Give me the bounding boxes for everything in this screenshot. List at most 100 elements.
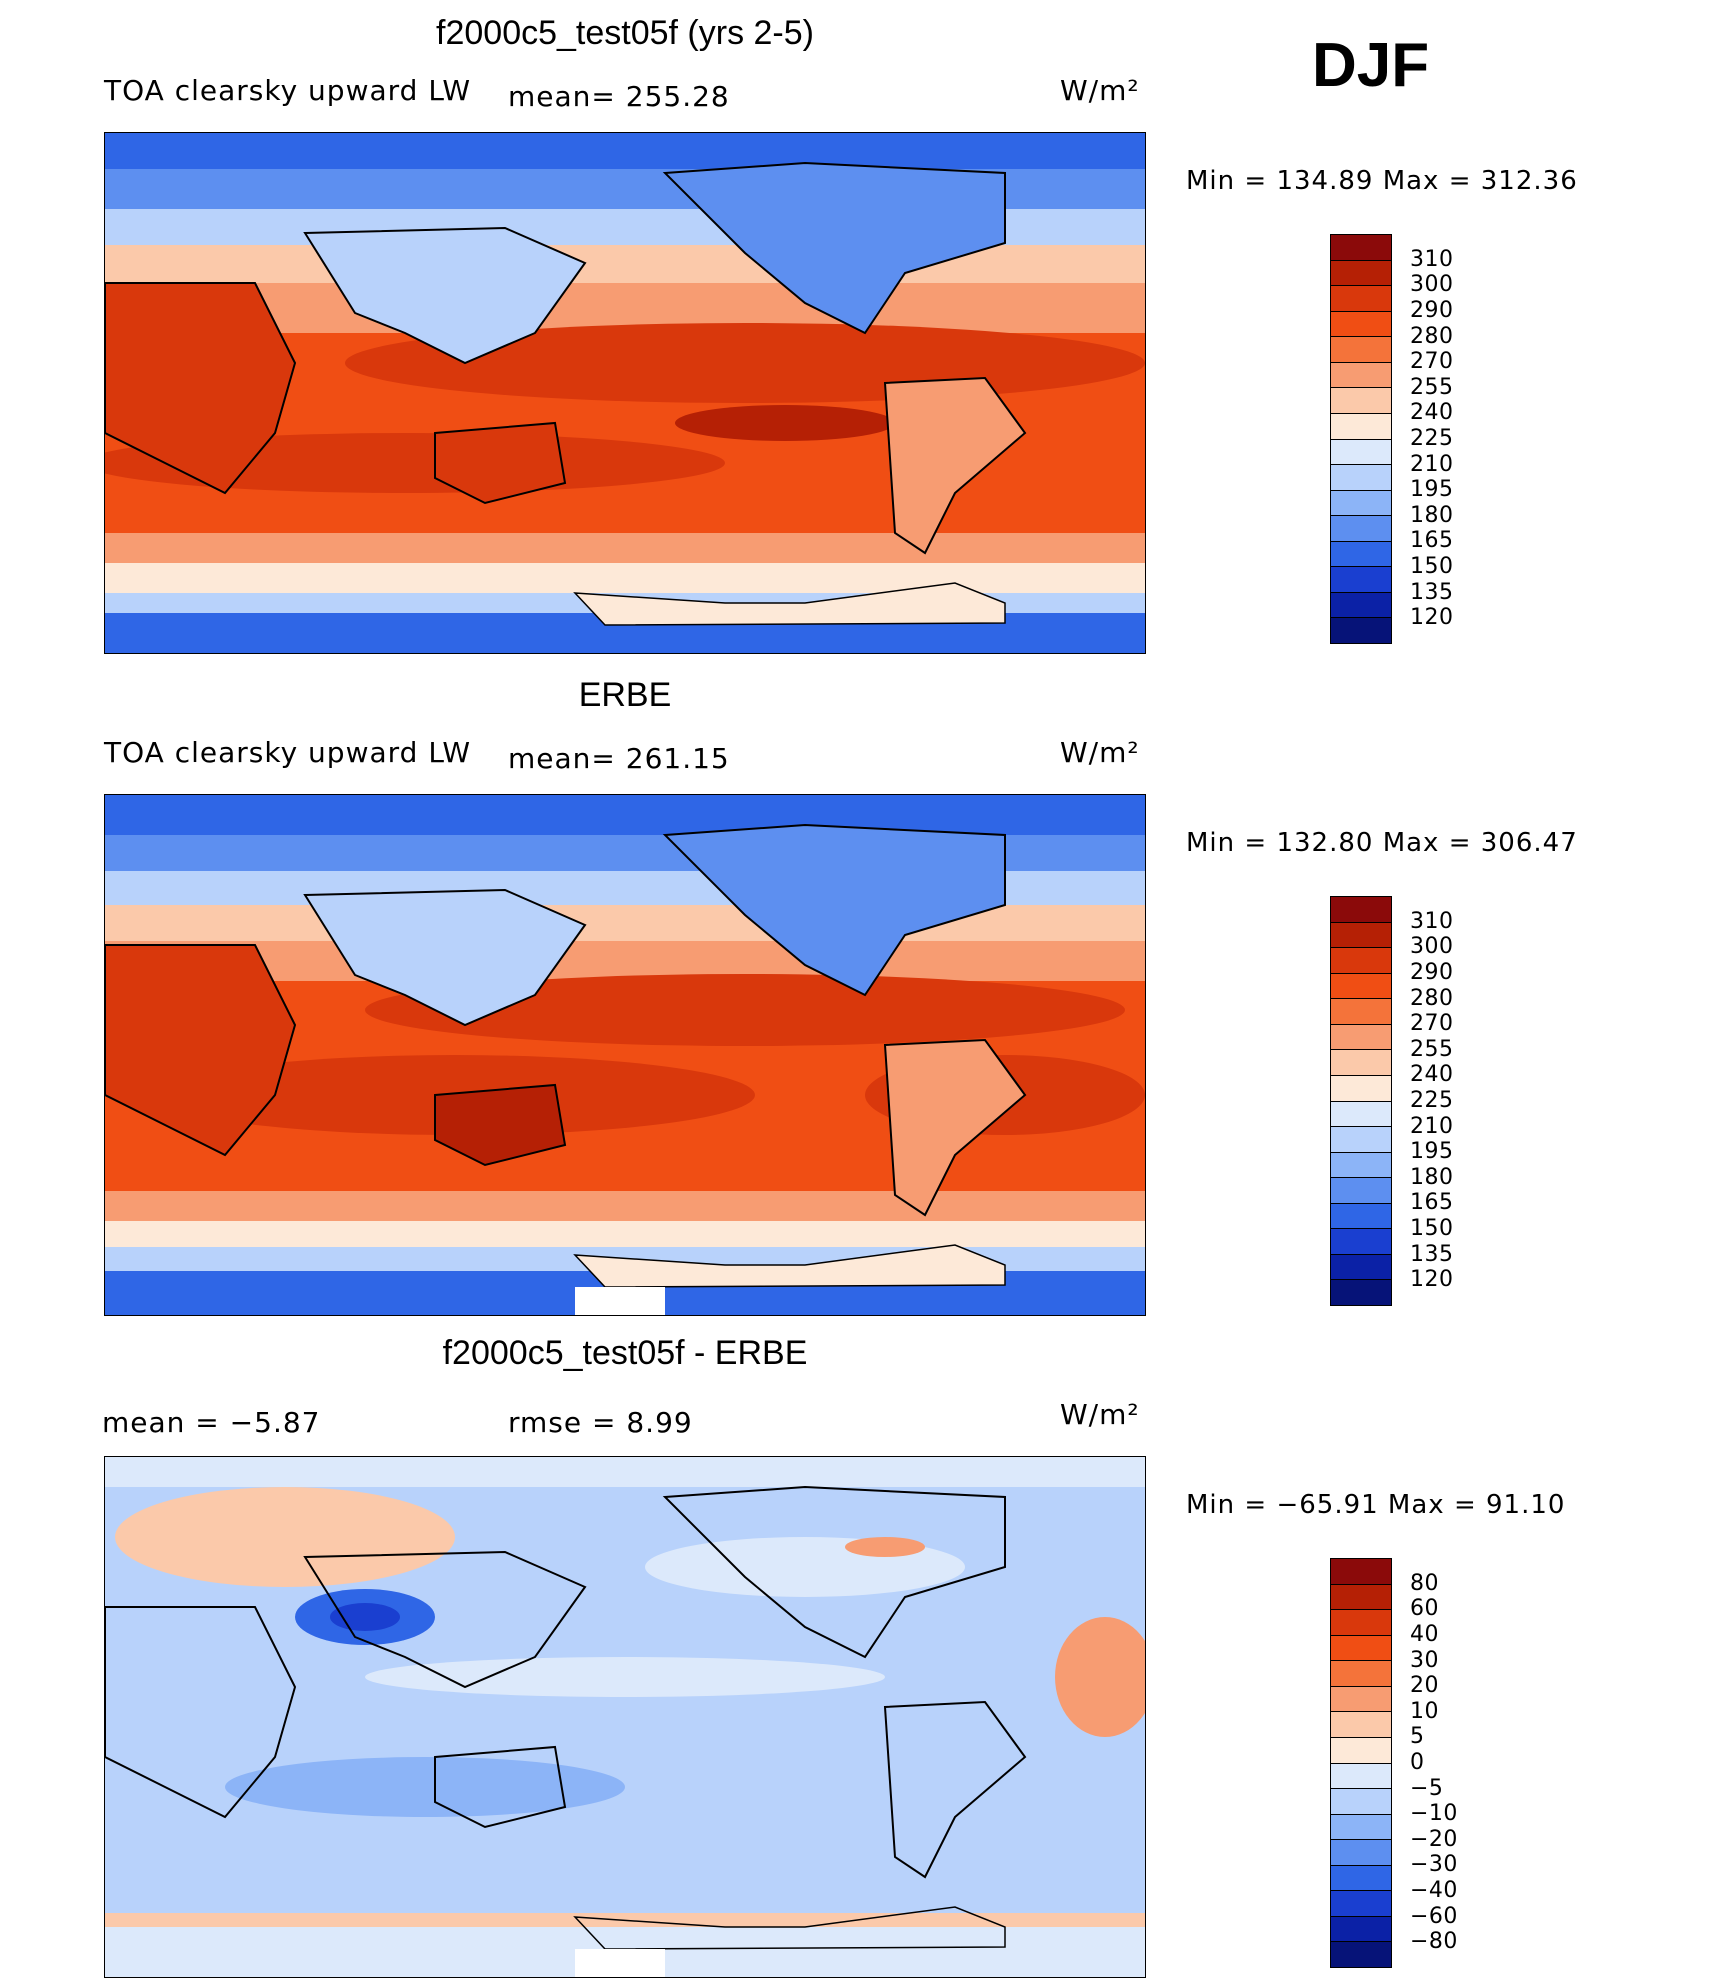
colorbar-tick: −40: [1410, 1878, 1458, 1903]
colorbar-swatch: [1331, 1101, 1391, 1128]
colorbar-tick: −60: [1410, 1904, 1458, 1929]
colorbar-swatch: [1331, 948, 1391, 974]
colorbar-tick: −80: [1410, 1929, 1458, 1954]
colorbar-tick: 270: [1410, 349, 1454, 374]
colorbar-swatch: [1331, 1737, 1391, 1764]
colorbar-tick: 135: [1410, 580, 1454, 605]
colorbar-tick: 210: [1410, 1114, 1454, 1139]
colorbar-tick: 135: [1410, 1242, 1454, 1267]
panel-title-model: f2000c5_test05f (yrs 2-5): [436, 14, 814, 52]
colorbar-swatch: [1331, 362, 1391, 389]
colorbar-diff: [1330, 1558, 1392, 1968]
panel-variable-obs: TOA clearsky upward LW: [104, 736, 472, 769]
colorbar-tick: 120: [1410, 605, 1454, 630]
panel-minmax-diff: Min = −65.91 Max = 91.10: [1186, 1490, 1566, 1520]
colorbar-swatch: [1331, 567, 1391, 593]
colorbar-tick: 0: [1410, 1750, 1425, 1775]
colorbar-swatch: [1331, 1891, 1391, 1917]
season-label: DJF: [1312, 31, 1430, 100]
colorbar-swatch: [1331, 1763, 1391, 1790]
panel-mean-diff: mean = −5.87: [102, 1406, 321, 1439]
colorbar-tick: 300: [1410, 934, 1454, 959]
colorbar-tick: 310: [1410, 247, 1454, 272]
colorbar-labels-obs: 310 300 290 280 270 255 240 225 210 195 …: [1410, 896, 1490, 1306]
colorbar-swatch: [1331, 1024, 1391, 1051]
colorbar-tick: 210: [1410, 452, 1454, 477]
panel-mean-obs: mean= 261.15: [508, 742, 730, 775]
colorbar-tick: 150: [1410, 554, 1454, 579]
colorbar-tick: 240: [1410, 400, 1454, 425]
colorbar-swatch: [1331, 286, 1391, 312]
colorbar-swatch: [1331, 1610, 1391, 1636]
colorbar-tick: 290: [1410, 960, 1454, 985]
colorbar-tick: 300: [1410, 272, 1454, 297]
colorbar-tick: 165: [1410, 528, 1454, 553]
colorbar-tick: 180: [1410, 503, 1454, 528]
colorbar-tick: 30: [1410, 1648, 1439, 1673]
panel-minmax-model: Min = 134.89 Max = 312.36: [1186, 166, 1578, 196]
panel-minmax-obs: Min = 132.80 Max = 306.47: [1186, 828, 1578, 858]
colorbar-tick: 5: [1410, 1724, 1425, 1749]
colorbar-tick: −20: [1410, 1827, 1458, 1852]
panel-units-obs: W/m²: [1060, 736, 1140, 769]
colorbar-tick: −30: [1410, 1852, 1458, 1877]
colorbar-tick: 40: [1410, 1622, 1439, 1647]
colorbar-labels-diff: 80 60 40 30 20 10 5 0 −5 −10 −20 −30 −40…: [1410, 1558, 1490, 1968]
colorbar-swatch: [1331, 1050, 1391, 1076]
colorbar-swatch: [1331, 618, 1391, 643]
colorbar-tick: −10: [1410, 1801, 1458, 1826]
panel-variable-model: TOA clearsky upward LW: [104, 74, 472, 107]
colorbar-swatch: [1331, 1584, 1391, 1611]
colorbar-tick: 60: [1410, 1596, 1439, 1621]
colorbar-tick: 180: [1410, 1165, 1454, 1190]
panel-rmse-diff: rmse = 8.99: [508, 1406, 693, 1439]
colorbar-tick: 80: [1410, 1571, 1439, 1596]
colorbar-tick: 150: [1410, 1216, 1454, 1241]
colorbar-swatch: [1331, 490, 1391, 517]
colorbar-swatch: [1331, 413, 1391, 440]
panel-units-diff: W/m²: [1060, 1398, 1140, 1431]
colorbar-tick: 20: [1410, 1673, 1439, 1698]
panel-mean-model: mean= 255.28: [508, 80, 730, 113]
colorbar-tick: −5: [1410, 1776, 1444, 1801]
colorbar-swatch: [1331, 439, 1391, 466]
colorbar-swatch: [1331, 999, 1391, 1025]
panel-units-model: W/m²: [1060, 74, 1140, 107]
colorbar-swatch: [1331, 1559, 1391, 1585]
colorbar-swatch: [1331, 973, 1391, 1000]
colorbar-tick: 255: [1410, 375, 1454, 400]
map-panel-model: [104, 132, 1146, 654]
colorbar-swatch: [1331, 922, 1391, 949]
colorbar-tick: 120: [1410, 1267, 1454, 1292]
colorbar-swatch: [1331, 1916, 1391, 1943]
colorbar-swatch: [1331, 1942, 1391, 1967]
colorbar-swatch: [1331, 1635, 1391, 1662]
map-panel-diff: [104, 1456, 1146, 1978]
colorbar-swatch: [1331, 235, 1391, 261]
colorbar-swatch: [1331, 1686, 1391, 1713]
map-panel-obs: [104, 794, 1146, 1316]
colorbar-tick: 280: [1410, 324, 1454, 349]
colorbar-swatch: [1331, 388, 1391, 414]
colorbar-labels-model: 310 300 290 280 270 255 240 225 210 195 …: [1410, 234, 1490, 644]
colorbar-swatch: [1331, 1712, 1391, 1738]
panel-title-diff: f2000c5_test05f - ERBE: [442, 1334, 808, 1372]
colorbar-swatch: [1331, 337, 1391, 363]
colorbar-tick: 225: [1410, 426, 1454, 451]
colorbar-swatch: [1331, 897, 1391, 923]
colorbar-swatch: [1331, 311, 1391, 338]
panel-title-obs: ERBE: [578, 676, 672, 714]
colorbar-swatch: [1331, 1814, 1391, 1841]
colorbar-tick: 270: [1410, 1011, 1454, 1036]
colorbar-swatch: [1331, 1203, 1391, 1230]
colorbar-tick: 195: [1410, 477, 1454, 502]
colorbar-swatch: [1331, 1075, 1391, 1102]
colorbar-swatch: [1331, 1127, 1391, 1153]
colorbar-tick: 310: [1410, 909, 1454, 934]
colorbar-swatch: [1331, 1178, 1391, 1204]
colorbar-swatch: [1331, 1280, 1391, 1305]
colorbar-swatch: [1331, 1152, 1391, 1179]
colorbar-swatch: [1331, 1840, 1391, 1866]
colorbar-tick: 165: [1410, 1190, 1454, 1215]
colorbar-tick: 280: [1410, 986, 1454, 1011]
